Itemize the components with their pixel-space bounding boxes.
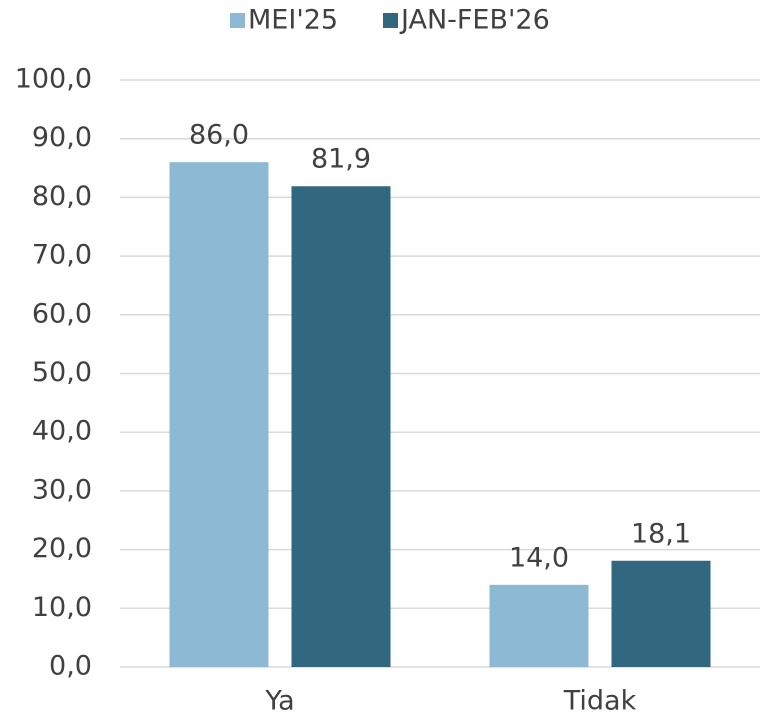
x-tick-label: Ya xyxy=(264,686,294,717)
y-tick-label: 80,0 xyxy=(32,181,92,212)
data-label: 14,0 xyxy=(509,542,569,573)
y-tick-label: 90,0 xyxy=(32,122,92,153)
y-tick-label: 100,0 xyxy=(15,64,92,95)
data-label: 18,1 xyxy=(631,518,691,549)
data-label: 86,0 xyxy=(189,120,249,151)
y-tick-label: 50,0 xyxy=(32,357,92,388)
y-tick-label: 70,0 xyxy=(32,240,92,271)
bar xyxy=(169,162,269,667)
y-tick-label: 30,0 xyxy=(32,474,92,505)
legend-swatch xyxy=(383,13,398,28)
bar xyxy=(489,584,589,667)
y-tick-label: 10,0 xyxy=(32,592,92,623)
bar xyxy=(611,560,711,667)
legend-label: JAN-FEB'26 xyxy=(399,5,550,36)
data-label: 81,9 xyxy=(311,144,371,175)
y-tick-label: 60,0 xyxy=(32,298,92,329)
y-tick-label: 20,0 xyxy=(32,533,92,564)
y-tick-label: 0,0 xyxy=(49,651,92,682)
y-tick-label: 40,0 xyxy=(32,416,92,447)
bar xyxy=(291,186,391,667)
legend-swatch xyxy=(230,13,245,28)
x-tick-label: Tidak xyxy=(563,686,637,717)
legend-label: MEI'25 xyxy=(248,5,338,36)
